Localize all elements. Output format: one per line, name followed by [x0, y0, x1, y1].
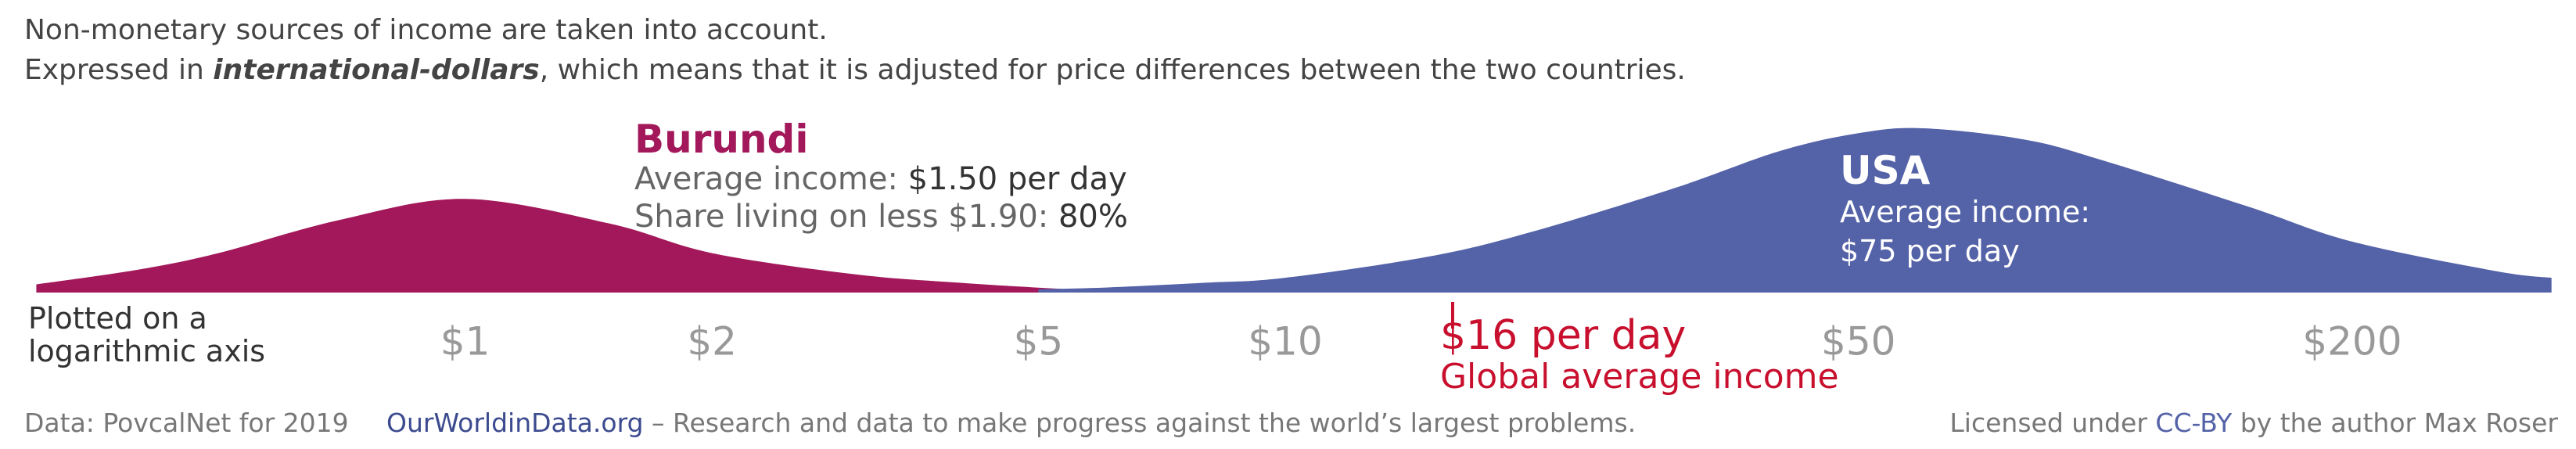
- global-average-label: $16 per day: [1440, 312, 1686, 359]
- global-average-caption: Global average income: [1440, 357, 1839, 397]
- header-emphasis: international-dollars: [213, 54, 539, 86]
- axis-note: Plotted on a: [28, 301, 207, 336]
- header-line: Expressed in international-dollars, whic…: [24, 54, 1686, 86]
- annotation-label: Share living on less $1.90:: [634, 199, 1058, 235]
- area: [1038, 128, 2552, 293]
- x-tick-label: $200: [2302, 319, 2402, 365]
- footer-source: Data: PovcalNet for 2019: [24, 408, 349, 438]
- annotation-value: 80%: [1058, 199, 1128, 235]
- area: [36, 199, 1104, 293]
- site-link[interactable]: OurWorldinData.org: [386, 408, 644, 438]
- axis-note: logarithmic axis: [28, 334, 265, 368]
- annotation: Average income: $1.50 per day: [634, 161, 1127, 197]
- license-link[interactable]: CC-BY: [2155, 408, 2233, 438]
- license-text: Licensed under: [1949, 408, 2155, 438]
- annotation-label: Average income:: [1840, 195, 2090, 229]
- x-tick-label: $1: [440, 319, 490, 365]
- series-label: USA: [1840, 148, 1931, 193]
- x-tick-label: $5: [1014, 319, 1064, 365]
- footer-text: OurWorldinData.org – Research and data t…: [386, 408, 1636, 438]
- header-line: Non-monetary sources of income are taken…: [24, 14, 828, 46]
- header-text: Expressed in: [24, 54, 213, 86]
- x-tick-label: $50: [1821, 319, 1895, 365]
- annotation-value: $1.50 per day: [908, 161, 1127, 197]
- annotation-label: Average income:: [634, 161, 908, 197]
- x-tick-label: $10: [1248, 319, 1322, 365]
- plot: [36, 128, 2552, 293]
- license-text: by the author Max Roser: [2232, 408, 2558, 438]
- x-tick-label: $2: [687, 319, 737, 365]
- annotation-value: $75 per day: [1840, 234, 2020, 268]
- series-label: Burundi: [634, 117, 809, 162]
- footer-license: Licensed under CC-BY by the author Max R…: [1949, 408, 2558, 438]
- tagline: – Research and data to make progress aga…: [644, 408, 1636, 438]
- annotation: Share living on less $1.90: 80%: [634, 199, 1128, 235]
- header-text: , which means that it is adjusted for pr…: [540, 54, 1686, 86]
